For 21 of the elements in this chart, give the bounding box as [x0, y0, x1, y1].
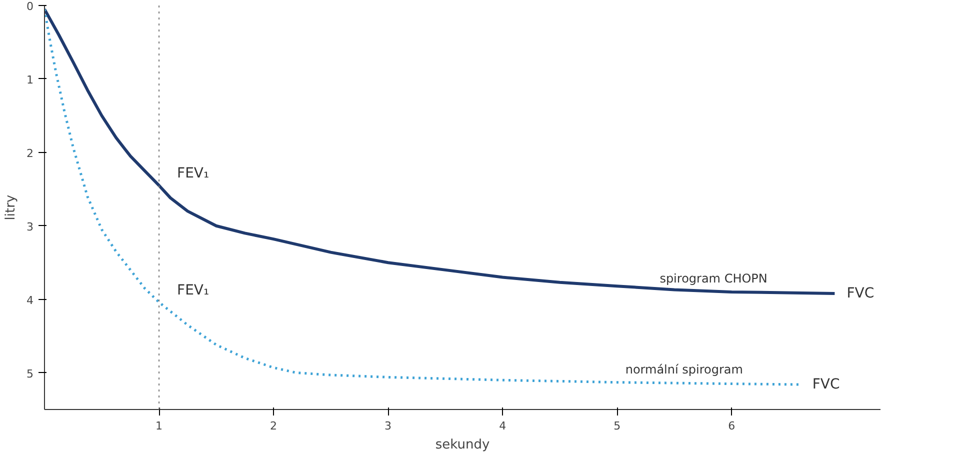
x-tick-label: 5 [614, 420, 621, 432]
x-tick-label: 4 [499, 420, 506, 432]
series-label: normální spirogram [625, 362, 743, 377]
x-tick-label: 3 [384, 420, 392, 432]
annotation: FEV₁ [177, 282, 210, 298]
annotation: FVC [812, 376, 840, 393]
series-label: spirogram CHOPN [660, 271, 768, 286]
y-tick-label: 2 [26, 146, 34, 160]
annotation: FVC [846, 285, 874, 302]
x-axis-title: sekundy [435, 438, 490, 452]
y-tick-label: 4 [26, 294, 34, 307]
y-axis-title: litry [4, 194, 18, 220]
y-tick-label: 3 [26, 220, 34, 234]
x-tick-label: 1 [156, 420, 163, 432]
x-tick-label: 2 [270, 420, 278, 432]
y-tick-label: 1 [26, 73, 34, 86]
y-tick-label: 5 [26, 367, 34, 380]
line-series [44, 8, 836, 295]
y-tick-label: 0 [26, 0, 34, 13]
x-tick-label: 6 [728, 420, 736, 432]
annotation: FEV₁ [177, 165, 210, 182]
